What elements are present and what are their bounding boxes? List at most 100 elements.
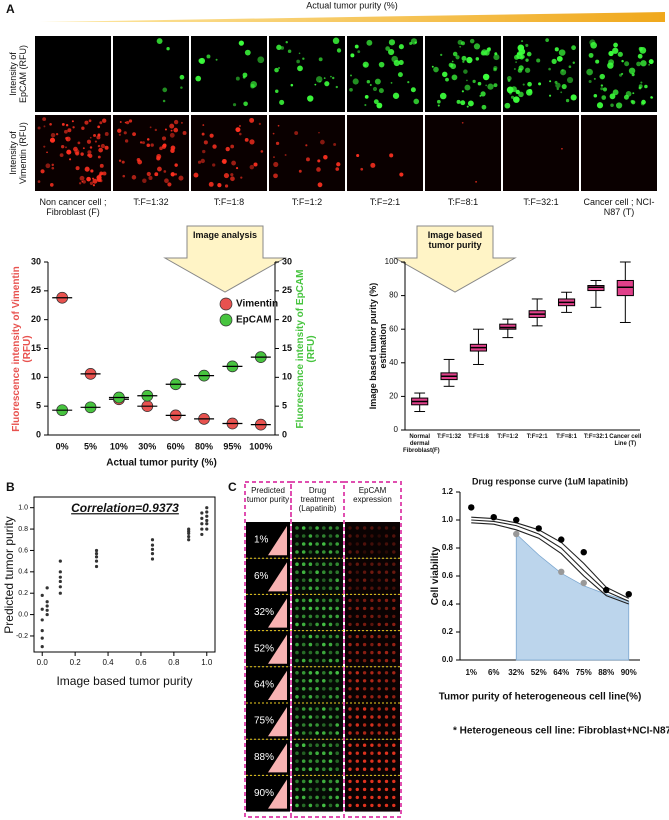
fluorescence-spot xyxy=(464,84,471,91)
fluorescence-spot xyxy=(80,152,84,156)
cell-spot xyxy=(315,550,319,554)
fluorescence-spot xyxy=(305,144,308,147)
cell-spot xyxy=(308,534,313,538)
fluorescence-spot xyxy=(374,78,381,85)
fluorescence-spot xyxy=(65,123,69,127)
y-tick-label: 1.0 xyxy=(442,515,454,524)
arrow xyxy=(393,225,517,293)
fluorescence-spot xyxy=(330,75,332,78)
fluorescence-spot xyxy=(98,173,102,177)
cell-spot xyxy=(392,731,396,735)
fluorescence-spot xyxy=(215,58,218,61)
fluorescence-spot xyxy=(81,126,85,130)
sample-label: T:F=2:1 xyxy=(369,197,401,207)
fluorescence-spot xyxy=(146,138,150,141)
cell-spot xyxy=(335,562,340,566)
fluorescence-spot xyxy=(515,61,517,63)
fluorescence-spot xyxy=(92,184,95,187)
fluorescence-spot xyxy=(335,167,340,171)
fluorescence-spot xyxy=(89,181,94,185)
fluorescence-spot xyxy=(230,176,235,182)
x-tick-label: Cancer cell Line (T) xyxy=(609,434,642,447)
fluorescence-spot xyxy=(50,132,56,138)
cell-spot xyxy=(370,658,374,663)
cell-spot xyxy=(328,642,333,647)
cell-spot xyxy=(295,759,299,763)
cell-spot xyxy=(308,622,313,627)
y-tick-label: -0.2 xyxy=(16,633,28,640)
fluorescence-spot xyxy=(97,155,101,159)
fluorescence-spot xyxy=(589,39,596,46)
cell-spot xyxy=(335,743,340,747)
fluorescence-spot xyxy=(182,131,187,135)
cell-spot xyxy=(377,715,381,719)
cell-spot xyxy=(384,751,389,755)
cell-spot xyxy=(328,679,333,683)
fluorescence-spot xyxy=(336,162,341,167)
fluorescence-spot xyxy=(170,172,175,177)
fluorescence-spot xyxy=(221,158,227,164)
fluorescence-spot xyxy=(104,145,109,150)
y-tick-label: 10 xyxy=(31,372,41,382)
cell-spot xyxy=(295,650,299,655)
legend-label: EpCAM xyxy=(236,315,272,326)
cell-spot xyxy=(328,803,333,808)
cell-spot xyxy=(392,578,396,582)
cell-spot xyxy=(370,634,374,639)
point xyxy=(150,552,155,556)
fluorescence-spot xyxy=(92,177,95,180)
point xyxy=(58,585,62,589)
cell-spot xyxy=(355,542,359,546)
x-tick-label: T:F=2:1 xyxy=(526,434,548,440)
fluorescence-spot xyxy=(60,144,65,149)
cell-spot xyxy=(301,795,306,800)
fluorescence-spot xyxy=(244,49,251,56)
fluorescence-spot xyxy=(244,137,249,142)
cell-spot xyxy=(315,731,319,735)
x-tick-label: 0.8 xyxy=(168,658,180,667)
fluorescence-spot xyxy=(357,50,361,54)
cell-spot xyxy=(384,731,389,735)
fluorescence-spot xyxy=(469,38,475,44)
cell-spot xyxy=(370,642,374,647)
cell-spot xyxy=(377,622,381,627)
fluorescence-spot xyxy=(481,104,487,110)
cell-spot xyxy=(392,723,396,727)
cell-spot xyxy=(392,598,396,603)
x-tick-label: 75% xyxy=(576,668,592,677)
fluorescence-spot xyxy=(364,103,367,107)
purity-label: 3% xyxy=(144,21,157,31)
cell-spot xyxy=(377,534,381,538)
cell-spot xyxy=(328,767,333,771)
cell-spot xyxy=(362,723,367,727)
cell-spot xyxy=(322,534,326,538)
fluorescence-spot xyxy=(59,153,64,158)
fluorescence-spot xyxy=(641,99,646,105)
cell-spot xyxy=(392,671,396,675)
cell-spot xyxy=(384,606,389,611)
y2-tick-label: 30 xyxy=(282,256,292,266)
cell-spot xyxy=(322,570,326,574)
cell-spot xyxy=(377,614,381,619)
cell-spot xyxy=(328,671,333,675)
point xyxy=(205,514,209,518)
fluorescence-spot xyxy=(515,89,520,95)
fluorescence-spot xyxy=(364,95,369,99)
cell-spot xyxy=(355,598,359,603)
cell-spot xyxy=(370,542,374,546)
y-tick-label: 60 xyxy=(389,324,398,333)
cell-spot xyxy=(348,614,352,619)
cell-spot xyxy=(362,671,367,675)
cell-spot xyxy=(370,731,374,735)
cell-spot xyxy=(348,779,352,784)
fluorescence-spot xyxy=(413,98,420,105)
fluorescence-spot xyxy=(545,38,549,42)
cell-spot xyxy=(384,779,389,784)
fluorescence-spot xyxy=(230,173,234,177)
cell-spot xyxy=(301,578,306,582)
cell-spot xyxy=(328,550,333,554)
fluorescence-spot xyxy=(317,182,323,188)
fluorescence-spot xyxy=(170,129,173,132)
cell-spot xyxy=(335,570,340,574)
cell-spot xyxy=(322,743,326,747)
